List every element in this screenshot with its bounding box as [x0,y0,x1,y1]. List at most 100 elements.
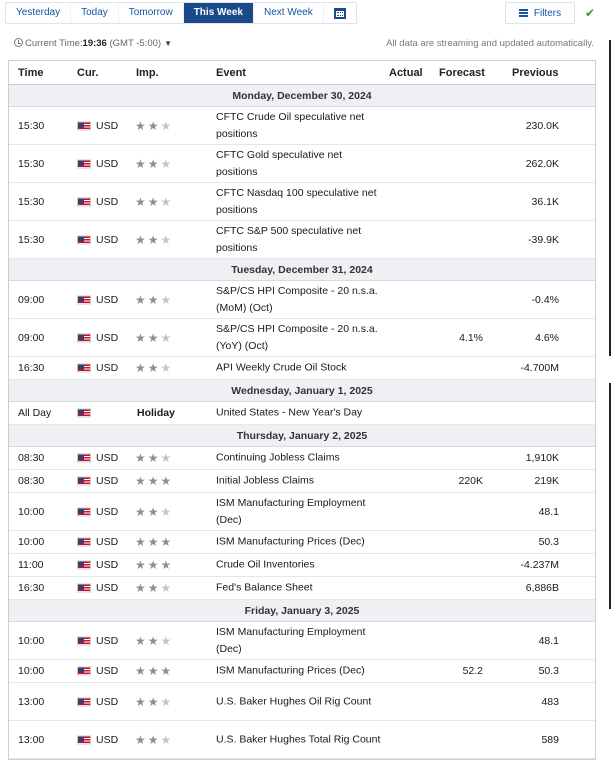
table-row[interactable]: All Day Holiday United States - New Year's… [9,402,595,425]
star-icon: ★ [160,194,172,209]
star-icon: ★ [147,694,159,709]
event-time: 08:30 [18,475,45,487]
table-row[interactable]: 13:00 USD ★ ★ ★ U.S. Baker Hughes Oil Rig Cou… [9,683,595,721]
day-header: Thursday, January 2, 2025 [9,425,595,447]
star-icon: ★ [160,535,172,549]
event-name[interactable]: S&P/CS HPI Composite - 20 n.s.a. (MoM) (… [216,284,378,314]
event-name[interactable]: ISM Manufacturing Prices (Dec) [216,535,365,548]
us-flag-icon [77,333,91,342]
chevron-down-icon[interactable]: ▼ [164,39,172,48]
us-flag-icon [77,537,91,547]
check-icon[interactable]: ✔ [584,6,596,20]
filters-button[interactable]: Filters [505,2,575,24]
event-time: 10:00 [18,665,45,677]
star-icon: ★ [135,732,146,747]
table-row[interactable]: 08:30 USD ★ ★ ★ Continuing Jobless Claims 1,91… [9,447,595,470]
top-bar: Yesterday Today Tomorrow This Week Next Week… [5,2,605,26]
star-icon: ★ [160,581,172,595]
table-row[interactable]: 16:30 USD ★ ★ ★ Fed's Balance Sheet 6,886B [9,577,595,600]
event-name[interactable]: U.S. Baker Hughes Oil Rig Count [216,695,372,707]
event-name[interactable]: CFTC Nasdaq 100 speculative net position… [216,186,377,216]
table-row[interactable]: 08:30 USD ★ ★ ★ Initial Jobless Claims 220K 219… [9,470,595,493]
event-name[interactable]: CFTC S&P 500 speculative net positions [216,224,362,254]
tab-this-week[interactable]: This Week [183,3,254,23]
event-currency: USD [96,582,119,594]
importance-stars: ★ ★ ★ [135,332,171,344]
event-time: 09:00 [18,293,45,306]
table-row[interactable]: 10:00 USD ★ ★ ★ ISM Manufacturing Employment … [9,622,595,660]
star-icon: ★ [135,474,146,488]
star-icon: ★ [147,474,159,488]
event-time: 10:00 [18,634,45,647]
tab-tomorrow[interactable]: Tomorrow [119,3,184,23]
event-name[interactable]: ISM Manufacturing Employment (Dec) [216,625,366,655]
table-row[interactable]: 10:00 USD ★ ★ ★ ISM Manufacturing Prices (Dec… [9,531,595,554]
star-icon: ★ [147,581,159,595]
importance-stars: ★ ★ ★ [135,506,171,518]
economic-calendar-table: Time Cur. Imp. Event Actual Forecast Pre… [8,60,596,760]
importance-stars: ★ ★ ★ [135,559,171,571]
event-time: 15:30 [18,157,45,170]
holiday-label: Holiday [137,407,175,419]
scrollbar-edge [609,383,611,609]
event-name[interactable]: ISM Manufacturing Prices (Dec) [216,664,365,677]
event-name[interactable]: Continuing Jobless Claims [216,451,340,464]
star-icon: ★ [135,292,146,307]
star-icon: ★ [135,504,146,519]
star-icon: ★ [147,664,159,678]
table-row[interactable]: 10:00 USD ★ ★ ★ ISM Manufacturing Prices (Dec… [9,660,595,683]
event-previous: -4.700M [520,362,559,374]
event-name[interactable]: API Weekly Crude Oil Stock [216,361,347,374]
event-time: 15:30 [18,119,45,132]
star-icon: ★ [147,451,159,465]
event-name[interactable]: CFTC Gold speculative net positions [216,148,343,178]
table-row[interactable]: 15:30 USD ★ ★ ★ CFTC S&P 500 speculative net … [9,221,595,259]
column-time: Time [18,66,44,79]
filters-icon [518,9,528,17]
event-currency: USD [96,475,119,487]
event-forecast: 4.1% [459,331,483,344]
importance-stars: ★ ★ ★ [135,536,171,548]
event-currency: USD [96,362,119,374]
table-row[interactable]: 15:30 USD ★ ★ ★ CFTC Gold speculative net pos… [9,145,595,183]
event-currency: USD [96,293,119,306]
star-icon: ★ [135,118,146,133]
tab-today[interactable]: Today [71,3,119,23]
event-name[interactable]: CFTC Crude Oil speculative net positions [216,110,365,140]
timezone-label: (GMT -5:00) [109,38,162,49]
table-row[interactable]: 15:30 USD ★ ★ ★ CFTC Crude Oil speculative ne… [9,107,595,145]
current-time[interactable]: Current Time:19:36 (GMT -5:00) ▼ [14,38,172,49]
event-name[interactable]: U.S. Baker Hughes Total Rig Count [216,733,381,745]
event-previous: 6,886B [525,582,559,594]
event-name[interactable]: Initial Jobless Claims [216,474,315,487]
event-name[interactable]: ISM Manufacturing Employment (Dec) [216,496,366,526]
star-icon: ★ [147,732,159,747]
star-icon: ★ [147,330,159,345]
event-time: 09:00 [18,331,45,344]
table-row[interactable]: 09:00 USD ★ ★ ★ S&P/CS HPI Composite - 20 n.s… [9,281,595,319]
table-row[interactable]: 10:00 USD ★ ★ ★ ISM Manufacturing Employment … [9,493,595,531]
star-icon: ★ [160,664,172,678]
table-row[interactable]: 13:00 USD ★ ★ ★ U.S. Baker Hughes Total Rig C… [9,721,595,759]
table-row[interactable]: 15:30 USD ★ ★ ★ CFTC Nasdaq 100 speculative n… [9,183,595,221]
event-name[interactable]: S&P/CS HPI Composite - 20 n.s.a. (YoY) (… [216,322,378,352]
event-forecast: 220K [458,475,483,487]
event-previous: 36.1K [531,195,559,208]
event-name[interactable]: United States - New Year's Day [216,406,363,419]
filters-label: Filters [533,7,562,19]
star-icon: ★ [147,535,159,549]
table-row[interactable]: 11:00 USD ★ ★ ★ Crude Oil Inventories -4.237M [9,554,595,577]
star-icon: ★ [135,451,146,465]
tab-next-week[interactable]: Next Week [254,3,324,23]
importance-stars: ★ ★ ★ [135,665,171,677]
event-time: 11:00 [18,559,44,571]
info-bar: Current Time:19:36 (GMT -5:00) ▼ All data… [14,38,594,54]
table-row[interactable]: 16:30 USD ★ ★ ★ API Weekly Crude Oil Stock -4.… [9,357,595,380]
tab-yesterday[interactable]: Yesterday [6,3,72,23]
table-header: Time Cur. Imp. Event Actual Forecast Pre… [9,61,595,85]
event-name[interactable]: Crude Oil Inventories [216,558,315,571]
table-row[interactable]: 09:00 USD ★ ★ ★ S&P/CS HPI Composite - 20 n.s… [9,319,595,357]
calendar-button[interactable] [324,3,356,23]
us-flag-icon [77,197,91,206]
event-name[interactable]: Fed's Balance Sheet [216,581,313,594]
